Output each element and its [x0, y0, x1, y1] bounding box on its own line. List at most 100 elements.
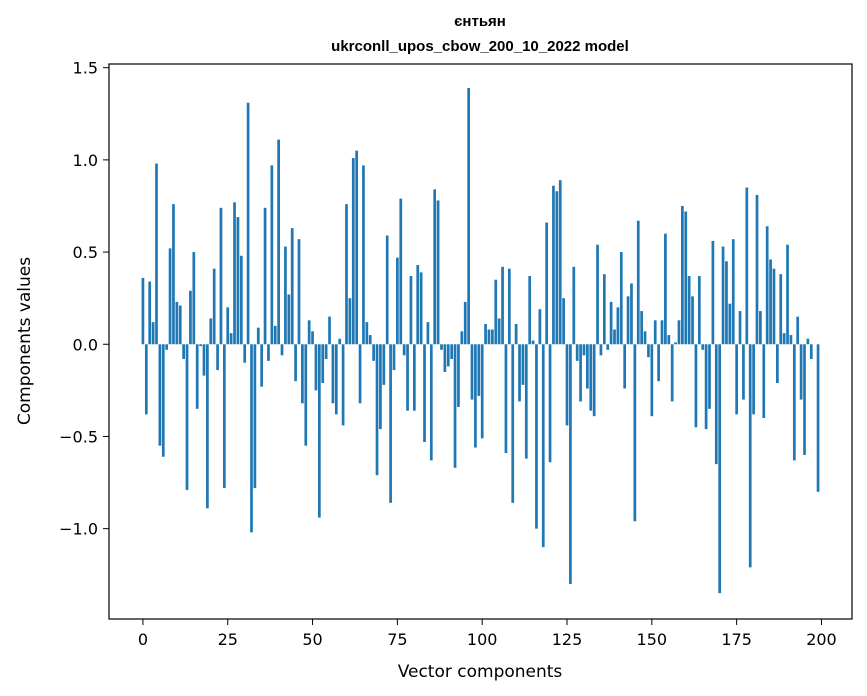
bar — [457, 344, 460, 407]
bar — [572, 266, 576, 345]
bar — [782, 333, 786, 345]
bar — [792, 344, 796, 461]
bar — [161, 344, 165, 457]
bar — [358, 344, 362, 404]
bar — [216, 344, 219, 371]
bar — [416, 264, 420, 345]
bar — [368, 335, 372, 345]
bar — [297, 239, 301, 345]
bar — [507, 268, 511, 345]
bar — [328, 316, 331, 345]
chart-subtitle: ukrconll_upos_cbow_200_10_2022 model — [331, 38, 629, 55]
bar — [755, 194, 759, 345]
bar — [206, 344, 209, 509]
bar — [317, 344, 321, 518]
bar — [477, 344, 481, 396]
bar — [168, 248, 172, 345]
bar — [436, 200, 440, 345]
bar — [630, 283, 633, 345]
bar — [301, 344, 304, 404]
bar — [338, 338, 342, 345]
bar — [195, 344, 199, 409]
bar — [799, 344, 803, 400]
bar — [545, 222, 549, 345]
bar — [429, 344, 433, 461]
bar — [351, 158, 355, 345]
bar — [718, 344, 722, 594]
bar — [175, 301, 179, 345]
chart-title: єнтьян — [454, 13, 506, 30]
bar — [239, 255, 243, 345]
bar — [450, 344, 454, 360]
x-axis-ticks: 0 25 50 75 100 125 150 175 200 — [138, 619, 837, 649]
bar — [714, 344, 718, 465]
bar — [440, 344, 443, 350]
bar — [664, 233, 667, 345]
x-tick-label: 100 — [467, 630, 498, 649]
bar — [538, 309, 542, 345]
bar — [219, 207, 223, 345]
bar — [324, 344, 328, 360]
bar — [474, 344, 477, 448]
bar — [222, 344, 226, 489]
bar — [331, 344, 335, 404]
bar — [636, 220, 640, 345]
bar — [524, 344, 528, 459]
bar — [287, 294, 291, 345]
y-tick-label: 1.5 — [73, 59, 98, 78]
bar — [396, 257, 399, 345]
bar — [321, 344, 325, 383]
bar — [453, 344, 457, 468]
bar — [674, 342, 677, 345]
bar — [742, 344, 745, 400]
bar — [263, 207, 267, 345]
x-tick-label: 75 — [387, 630, 407, 649]
bar — [762, 344, 766, 419]
bar — [667, 335, 671, 345]
bar — [609, 301, 613, 345]
y-axis-ticks: −1.0 −0.5 0.0 0.5 1.0 1.5 — [59, 59, 109, 539]
bar — [691, 296, 694, 345]
bar — [463, 301, 467, 345]
bar — [562, 298, 565, 345]
bar — [372, 344, 375, 361]
bar — [280, 344, 284, 356]
bar — [399, 198, 403, 345]
bar — [141, 277, 145, 345]
bar — [592, 344, 596, 417]
bar — [426, 322, 430, 345]
bar — [151, 322, 155, 345]
bar — [769, 259, 772, 345]
bar — [765, 226, 769, 345]
x-tick-label: 25 — [218, 630, 238, 649]
bar — [569, 344, 572, 584]
bar — [555, 191, 559, 345]
bar — [334, 344, 338, 415]
y-tick-label: 0.0 — [73, 335, 98, 354]
bar — [294, 344, 297, 382]
x-tick-label: 125 — [552, 630, 583, 649]
bar — [311, 331, 314, 345]
bar — [423, 344, 426, 442]
bar — [518, 344, 521, 402]
x-tick-label: 200 — [806, 630, 837, 649]
bar — [521, 344, 525, 385]
bar — [270, 165, 274, 345]
bar — [470, 344, 474, 400]
bar — [467, 87, 470, 345]
x-tick-label: 175 — [721, 630, 752, 649]
bar — [579, 344, 582, 402]
bar — [711, 241, 715, 345]
bar — [382, 344, 386, 385]
bar — [535, 344, 538, 529]
bar — [660, 320, 664, 345]
bar — [277, 139, 280, 345]
bar — [738, 311, 742, 345]
bar — [728, 303, 732, 345]
bar — [731, 239, 735, 345]
bar — [528, 276, 532, 345]
bar — [267, 344, 270, 361]
bar — [725, 261, 728, 345]
bar — [745, 187, 749, 345]
